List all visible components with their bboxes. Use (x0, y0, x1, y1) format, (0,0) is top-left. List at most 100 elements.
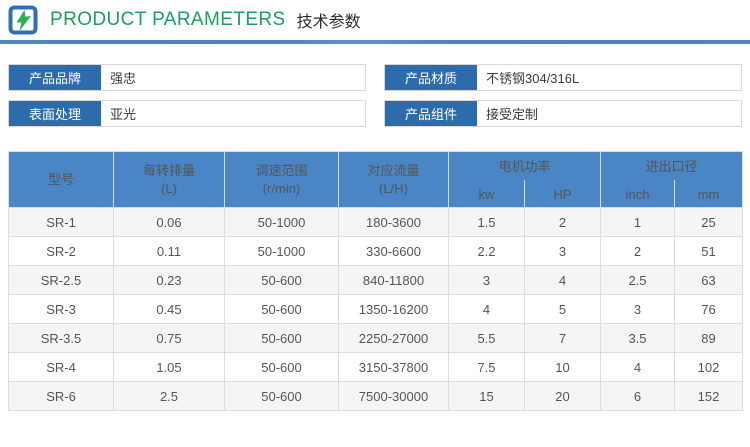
col-header-flow: 对应流量 (L/H) (338, 151, 449, 208)
col-header-speed-range: 调速范围 (r/min) (224, 151, 339, 208)
info-row: 产品品牌 强忠 产品材质 不锈钢304/316L (8, 64, 742, 91)
info-value-components: 接受定制 (486, 107, 539, 122)
cell-hp: 20 (523, 381, 602, 411)
cell-inch: 1 (600, 207, 676, 237)
table-header-row-top: 型号 每转排量 (L) 调速范围 (r/min) 对应流量 (L/H) 电机功率… (8, 151, 744, 208)
col-header-motor-hp: HP (523, 179, 602, 208)
cell-kw: 2.2 (448, 236, 525, 266)
cell-flow: 840-11800 (338, 265, 449, 295)
cell-displacement: 1.05 (113, 352, 225, 382)
page-subtitle: 技术参数 (296, 14, 361, 31)
cell-inch: 2 (600, 236, 676, 266)
cell-speed-range: 50-1000 (224, 207, 339, 237)
cell-model: SR-1 (8, 207, 114, 237)
col-header-port-mm: mm (674, 179, 744, 208)
table-row: SR-1 0.06 50-1000 180-3600 1.5 2 1 25 (8, 207, 744, 237)
cell-hp: 2 (523, 207, 602, 237)
info-cell-surface-treatment: 表面处理 亚光 (8, 100, 366, 127)
cell-hp: 3 (523, 236, 602, 266)
cell-displacement: 0.45 (113, 294, 225, 324)
info-value-brand: 强忠 (110, 71, 137, 86)
cell-flow: 330-6600 (338, 236, 449, 266)
col-header-port-inch: inch (600, 179, 676, 208)
col-header-motor-power: 电机功率 (447, 151, 602, 180)
logo-lightning-square-icon (8, 5, 38, 35)
col-header-motor-kw: kw (448, 179, 525, 208)
cell-mm: 25 (674, 207, 744, 237)
cell-displacement: 0.23 (113, 265, 225, 295)
parameters-table-section: 型号 每转排量 (L) 调速范围 (r/min) 对应流量 (L/H) 电机功率… (0, 136, 750, 411)
cell-hp: 7 (523, 323, 602, 353)
cell-mm: 102 (674, 352, 744, 382)
cell-speed-range: 50-600 (224, 294, 339, 324)
info-row: 表面处理 亚光 产品组件 接受定制 (8, 100, 742, 127)
table-row: SR-3.5 0.75 50-600 2250-27000 5.5 7 3.5 … (8, 323, 744, 353)
cell-inch: 3 (600, 294, 676, 324)
cell-model: SR-6 (8, 381, 114, 411)
header-divider (0, 40, 750, 44)
cell-mm: 76 (674, 294, 744, 324)
cell-speed-range: 50-1000 (224, 236, 339, 266)
table-row: SR-2.5 0.23 50-600 840-11800 3 4 2.5 63 (8, 265, 744, 295)
cell-flow: 7500-30000 (338, 381, 449, 411)
info-cell-brand: 产品品牌 强忠 (8, 64, 366, 91)
col-header-flow-unit: (L/H) (379, 180, 408, 196)
cell-speed-range: 50-600 (224, 381, 339, 411)
cell-mm: 51 (674, 236, 744, 266)
info-cell-components: 产品组件 接受定制 (384, 100, 742, 127)
cell-flow: 1350-16200 (338, 294, 449, 324)
info-label-surface-treatment: 表面处理 (9, 101, 101, 126)
table-row: SR-2 0.11 50-1000 330-6600 2.2 3 2 51 (8, 236, 744, 266)
cell-model: SR-2 (8, 236, 114, 266)
parameters-table: 型号 每转排量 (L) 调速范围 (r/min) 对应流量 (L/H) 电机功率… (8, 151, 744, 411)
table-row: SR-3 0.45 50-600 1350-16200 4 5 3 76 (8, 294, 744, 324)
col-header-port-size: 进出口径 (600, 151, 744, 180)
cell-kw: 1.5 (448, 207, 525, 237)
cell-displacement: 0.75 (113, 323, 225, 353)
cell-flow: 2250-27000 (338, 323, 449, 353)
cell-flow: 180-3600 (338, 207, 449, 237)
info-value-material: 不锈钢304/316L (486, 71, 580, 86)
cell-speed-range: 50-600 (224, 323, 339, 353)
cell-kw: 5.5 (448, 323, 525, 353)
info-cell-material: 产品材质 不锈钢304/316L (384, 64, 742, 91)
cell-speed-range: 50-600 (224, 352, 339, 382)
cell-model: SR-3 (8, 294, 114, 324)
cell-displacement: 0.06 (113, 207, 225, 237)
info-value-surface-treatment: 亚光 (110, 107, 137, 122)
cell-inch: 4 (600, 352, 676, 382)
cell-kw: 7.5 (448, 352, 525, 382)
info-label-components: 产品组件 (385, 101, 477, 126)
col-header-speed-range-title: 调速范围 (255, 162, 308, 178)
cell-speed-range: 50-600 (224, 265, 339, 295)
product-info-section: 产品品牌 强忠 产品材质 不锈钢304/316L 表面处理 亚光 产品组件 接受… (0, 44, 750, 127)
cell-model: SR-3.5 (8, 323, 114, 353)
table-header: 型号 每转排量 (L) 调速范围 (r/min) 对应流量 (L/H) 电机功率… (8, 151, 744, 208)
col-header-displacement-title: 每转排量 (142, 162, 195, 178)
col-header-displacement-unit: (L) (161, 180, 177, 196)
info-label-brand: 产品品牌 (9, 65, 101, 90)
cell-displacement: 0.11 (113, 236, 225, 266)
cell-mm: 152 (674, 381, 744, 411)
table-body: SR-1 0.06 50-1000 180-3600 1.5 2 1 25 SR… (8, 207, 744, 411)
cell-model: SR-4 (8, 352, 114, 382)
table-row: SR-4 1.05 50-600 3150-37800 7.5 10 4 102 (8, 352, 744, 382)
cell-kw: 4 (448, 294, 525, 324)
page-header: PRODUCT PARAMETERS 技术参数 (0, 0, 750, 40)
cell-kw: 15 (448, 381, 525, 411)
col-header-model: 型号 (8, 151, 114, 208)
page-title: PRODUCT PARAMETERS (50, 9, 286, 30)
cell-flow: 3150-37800 (338, 352, 449, 382)
col-header-speed-range-unit: (r/min) (262, 180, 301, 196)
cell-kw: 3 (448, 265, 525, 295)
table-row: SR-6 2.5 50-600 7500-30000 15 20 6 152 (8, 381, 744, 411)
cell-inch: 3.5 (600, 323, 676, 353)
info-label-material: 产品材质 (385, 65, 477, 90)
cell-mm: 89 (674, 323, 744, 353)
cell-mm: 63 (674, 265, 744, 295)
cell-model: SR-2.5 (8, 265, 114, 295)
cell-inch: 2.5 (600, 265, 676, 295)
cell-displacement: 2.5 (113, 381, 225, 411)
cell-hp: 4 (523, 265, 602, 295)
col-header-displacement: 每转排量 (L) (113, 151, 225, 208)
